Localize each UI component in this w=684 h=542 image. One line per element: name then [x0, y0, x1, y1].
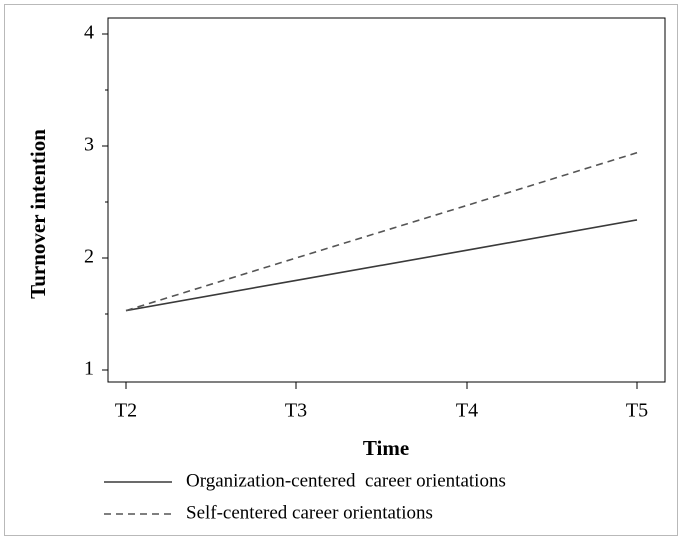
- y-tick-label: 1: [84, 358, 94, 380]
- y-tick-label: 2: [84, 246, 94, 268]
- y-axis: 1 2 3 4: [84, 22, 108, 380]
- x-axis: T2 T3 T4 T5: [115, 382, 648, 422]
- y-tick-label: 3: [84, 134, 94, 156]
- x-tick-label: T5: [626, 400, 648, 422]
- y-axis-title: Turnover intention: [26, 129, 50, 299]
- y-tick-label: 4: [84, 22, 94, 44]
- legend-label-1: Organization-centered career orientation…: [186, 470, 506, 491]
- legend-label-2: Self-centered career orientations: [186, 502, 433, 523]
- x-tick-label: T4: [456, 400, 478, 422]
- x-tick-label: T3: [285, 400, 307, 422]
- plot-area: [107, 17, 666, 383]
- legend: Organization-centered career orientation…: [104, 470, 506, 523]
- series-line-2: [125, 151, 638, 312]
- x-axis-title: Time: [363, 436, 409, 460]
- series-group: [125, 151, 638, 312]
- x-tick-label: T2: [115, 400, 137, 422]
- series-line-1: [125, 219, 638, 312]
- figure-frame: [4, 4, 678, 536]
